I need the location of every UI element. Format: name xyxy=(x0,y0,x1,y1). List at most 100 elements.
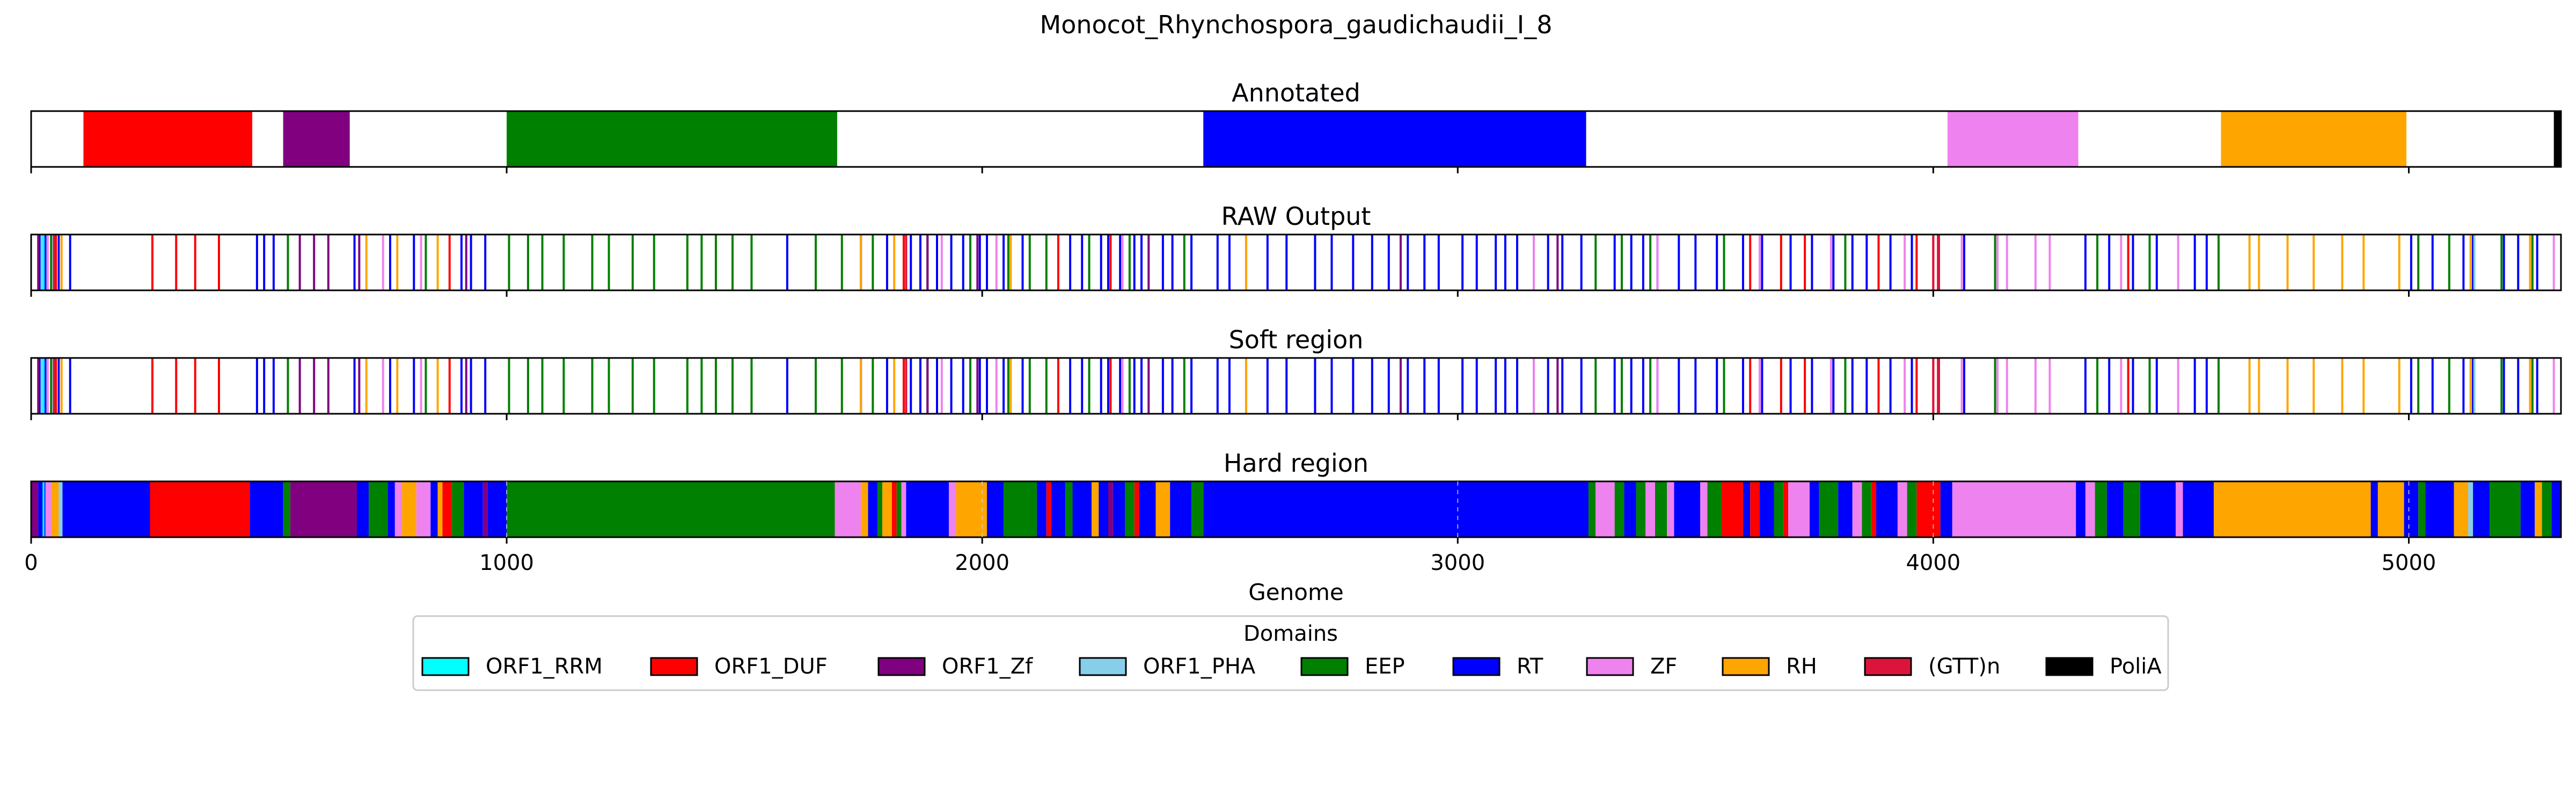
segment-orf1-duf xyxy=(150,481,250,537)
segment-orf1-zf xyxy=(283,111,350,167)
segment-zf xyxy=(45,481,52,537)
legend-entry-orf1-pha: ORF1_PHA xyxy=(1079,654,1256,679)
segment-eep xyxy=(1636,481,1646,537)
segment-zf xyxy=(1852,481,1862,537)
segment-rt xyxy=(2473,481,2490,537)
segment-rt xyxy=(2183,481,2214,537)
legend-label: EEP xyxy=(1365,654,1405,679)
x-tick-label: 2000 xyxy=(955,551,1009,575)
segment-eep xyxy=(1125,481,1135,537)
segment-eep xyxy=(1065,481,1073,537)
panel-hard-region: Hard region xyxy=(30,449,2562,544)
segment-orf1-zf xyxy=(482,481,488,537)
segment-rh xyxy=(51,481,59,537)
panel-title: RAW Output xyxy=(1221,202,1371,231)
legend-entry-zf: ZF xyxy=(1586,654,1677,679)
segment-zf xyxy=(949,481,956,537)
segment-eep xyxy=(877,481,883,537)
segment-eep xyxy=(369,481,388,537)
segment-eep xyxy=(1588,481,1596,537)
segment-eep xyxy=(1655,481,1667,537)
segment-rt xyxy=(2520,481,2535,537)
legend-entry-eep: EEP xyxy=(1300,654,1405,679)
legend-label: ORF1_Zf xyxy=(942,654,1033,679)
segment-rh xyxy=(2535,481,2542,537)
x-tick-label: 1000 xyxy=(479,551,534,575)
segment-rt xyxy=(1838,481,1853,537)
segment-eep xyxy=(283,481,290,537)
segment-rt xyxy=(250,481,283,537)
segment-rt xyxy=(1203,111,1586,167)
legend-label: RT xyxy=(1517,654,1543,679)
segment-eep xyxy=(452,481,464,537)
legend-swatch xyxy=(2045,657,2094,676)
legend-entry-orf1-rrm: ORF1_RRM xyxy=(421,654,603,679)
segment-eep xyxy=(1004,481,1037,537)
x-tick-label: 5000 xyxy=(2382,551,2436,575)
segment-orf1-duf xyxy=(1871,481,1877,537)
segment-rt xyxy=(356,481,369,537)
legend-swatch xyxy=(421,657,470,676)
segment-zf xyxy=(1596,481,1615,537)
segment-eep xyxy=(2418,481,2426,537)
legend-entry-orf1-zf: ORF1_Zf xyxy=(877,654,1033,679)
x-tick-label: 0 xyxy=(24,551,38,575)
segment-rt xyxy=(1203,481,1589,537)
segment-eep xyxy=(2095,481,2107,537)
segment-orf1-duf xyxy=(83,111,253,167)
x-axis-label: Genome xyxy=(1248,579,1343,605)
legend-swatch xyxy=(1586,657,1634,676)
segment-orf1-duf xyxy=(891,481,897,537)
panel-raw-output: RAW Output xyxy=(30,202,2562,297)
legend-label: ORF1_DUF xyxy=(714,654,828,679)
segment-orf1-duf xyxy=(1916,481,1941,537)
segment-zf xyxy=(1700,481,1708,537)
x-tick-label: 3000 xyxy=(1430,551,1485,575)
x-axis: 0 1000 2000 3000 4000 5000 xyxy=(24,551,2436,575)
segment-zf xyxy=(835,481,861,537)
panel-frame xyxy=(30,480,2562,538)
segment-rt xyxy=(387,481,395,537)
segment-zf xyxy=(1667,481,1674,537)
segment-zf xyxy=(1952,481,2076,537)
segment-orf1-pha xyxy=(2468,481,2473,537)
segment-rh xyxy=(882,481,892,537)
segment-orf1-pha xyxy=(58,481,63,537)
segment-zf xyxy=(2176,481,2183,537)
segment-orf1-duf xyxy=(1783,481,1789,537)
segment-eep xyxy=(1707,481,1722,537)
segment-zf xyxy=(901,481,906,537)
legend-swatch xyxy=(650,657,698,676)
panels-group: Annotated RAW Output Soft region Hard regio… xyxy=(30,78,2562,544)
panel-frame xyxy=(30,357,2562,415)
segment-rh xyxy=(1091,481,1099,537)
segment-rt xyxy=(1139,481,1156,537)
segment-rh xyxy=(2214,481,2371,537)
segment-rt xyxy=(464,481,483,537)
segment-rt xyxy=(1940,481,1952,537)
panel-annotated: Annotated xyxy=(30,78,2562,173)
segment-rt xyxy=(1037,481,1046,537)
segment-rt xyxy=(2425,481,2454,537)
segment-orf1-duf xyxy=(1750,481,1760,537)
legend-entry-rt: RT xyxy=(1452,654,1543,679)
segment-eep xyxy=(507,111,837,167)
legend-swatch xyxy=(877,657,926,676)
segment-rh xyxy=(402,481,416,537)
segment-rt xyxy=(987,481,1004,537)
segment-eep xyxy=(1907,481,1917,537)
segment-rt xyxy=(1099,481,1108,537)
legend-entry-rh: RH xyxy=(1722,654,1817,679)
segment-polia xyxy=(2553,111,2561,167)
segment-rt xyxy=(2551,481,2561,537)
segment-eep xyxy=(896,481,902,537)
legend: Domains ORF1_RRM ORF1_DUF ORF1_Zf ORF1_PHA EE… xyxy=(412,615,2169,691)
segment-rh xyxy=(861,481,868,537)
figure-title: Monocot_Rhynchospora_gaudichaudii_I_8 xyxy=(1040,10,1553,39)
segment-orf1-duf xyxy=(1134,481,1139,537)
legend-swatch xyxy=(1452,657,1501,676)
legend-swatch xyxy=(1722,657,1770,676)
segment-rt xyxy=(1674,481,1701,537)
panel-frame xyxy=(30,110,2562,168)
segment-rt xyxy=(1072,481,1092,537)
